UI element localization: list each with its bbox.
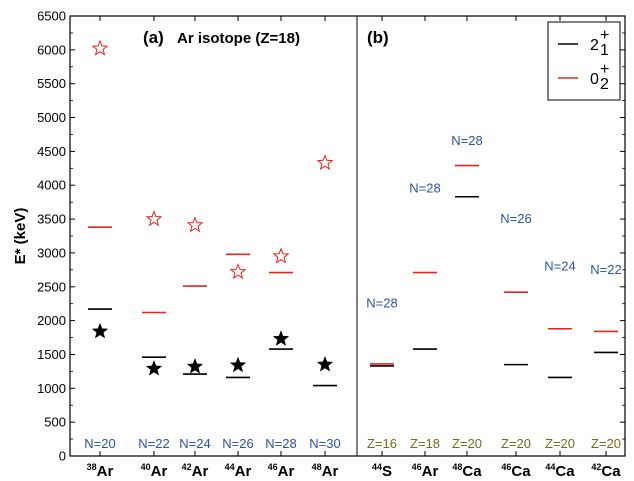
isotope-element: Ar [278, 463, 295, 480]
isotope-element: Ar [322, 463, 339, 480]
legend-label-base: 0 [590, 71, 599, 88]
bottom-label: N=20 [84, 436, 115, 451]
top-label: N=28 [366, 296, 397, 311]
filled-star-marker [229, 356, 247, 373]
x-category-label: 48Ca [452, 462, 482, 480]
bottom-label: Z=20 [591, 436, 621, 451]
bottom-label: Z=18 [410, 436, 440, 451]
legend-label-sub: 1 [600, 42, 609, 59]
isotope-mass-number: 48 [452, 462, 462, 472]
bottom-label: Z=20 [545, 436, 575, 451]
open-star-marker [272, 247, 290, 264]
isotope-mass-number: 46 [268, 462, 278, 472]
y-tick-label: 2500 [37, 279, 66, 294]
legend-label-sup: + [600, 61, 609, 78]
y-tick-label: 0 [59, 449, 66, 464]
plot-frame-group [69, 15, 626, 457]
open-star-marker [91, 39, 109, 56]
isotope-element: Ca [555, 463, 575, 480]
annotations: N=20 N=22 N=24 N=26 N=28 N=30 Z=16 N=28 Z=18 N=28… [84, 28, 621, 451]
x-category-label: 42Ca [591, 462, 621, 480]
x-category-label: 44S [372, 462, 392, 480]
x-category-label: 44Ar [225, 462, 252, 480]
y-tick-label: 2000 [37, 313, 66, 328]
bottom-label: N=30 [309, 436, 340, 451]
isotope-mass-number: 46 [501, 462, 511, 472]
legend: 2+10+2 [547, 21, 621, 101]
y-tick-label: 5500 [37, 76, 66, 91]
filled-star-marker [186, 357, 204, 374]
isotope-element: Ca [511, 463, 531, 480]
isotope-element: Ca [462, 463, 482, 480]
legend-label-sup: + [600, 27, 609, 44]
panel-a-label: (a) [143, 28, 164, 47]
open-star-marker [145, 210, 163, 227]
filled-star-marker [91, 322, 109, 339]
filled-star-marker [316, 355, 334, 372]
open-star-marker [316, 153, 334, 171]
x-category-label: 44Ca [545, 462, 575, 480]
y-tick-label: 6000 [37, 42, 66, 57]
isotope-mass-number: 48 [312, 462, 322, 472]
x-category-label: 46Ar [268, 462, 295, 480]
filled-star-marker [272, 330, 290, 346]
isotope-mass-number: 38 [87, 462, 97, 472]
isotope-element: S [382, 463, 392, 480]
x-category-label: 48Ar [312, 462, 339, 480]
isotope-element: Ar [151, 463, 168, 480]
y-tick-label: 5000 [37, 110, 66, 125]
panel-a-subtitle: Ar isotope (Z=18) [177, 30, 300, 47]
y-tick-label: 4500 [37, 144, 66, 159]
x-category-label: 46Ar [412, 462, 439, 480]
legend-label-sub: 2 [600, 76, 609, 93]
isotope-mass-number: 46 [412, 462, 422, 472]
isotope-element: Ca [601, 463, 621, 480]
filled-star-marker [145, 359, 163, 376]
bottom-label: N=24 [179, 436, 210, 451]
top-label: N=26 [500, 211, 531, 226]
isotope-mass-number: 42 [182, 462, 192, 472]
top-label: N=24 [544, 258, 575, 273]
isotope-mass-number: 42 [591, 462, 601, 472]
isotope-element: Ar [97, 463, 114, 480]
open-star-marker [229, 262, 247, 280]
x-category-label: 46Ca [501, 462, 531, 480]
bottom-label: Z=20 [501, 436, 531, 451]
plot-frame [69, 15, 626, 457]
bottom-label: N=22 [138, 436, 169, 451]
y-axis: 0 500 1000 1500 2000 2500 3000 3500 4000 4500 5000… [12, 9, 625, 464]
isotope-mass-number: 44 [545, 462, 555, 472]
y-axis-title: E* (keV) [12, 208, 29, 265]
data-marks [88, 39, 618, 387]
open-star-marker [186, 216, 204, 233]
y-tick-label: 1000 [37, 381, 66, 396]
top-label: N=28 [451, 133, 482, 148]
panel-b-label: (b) [367, 28, 389, 47]
legend-box [547, 21, 621, 101]
isotope-mass-number: 44 [225, 462, 235, 472]
y-tick-label: 4000 [37, 178, 66, 193]
x-category-label: 40Ar [141, 462, 168, 480]
isotope-mass-number: 44 [372, 462, 382, 472]
isotope-element: Ar [235, 463, 252, 480]
bottom-label: Z=16 [367, 436, 397, 451]
isotope-element: Ar [192, 463, 209, 480]
isotope-mass-number: 40 [141, 462, 151, 472]
y-tick-label: 3000 [37, 245, 66, 260]
top-label: N=22 [590, 262, 621, 277]
bottom-label: Z=20 [452, 436, 482, 451]
bottom-label: N=26 [222, 436, 253, 451]
x-axis: 38Ar 40Ar 42Ar 44Ar 46Ar 48Ar 44S 46Ar 48Ca 46Ca 4… [87, 16, 621, 480]
top-label: N=28 [409, 181, 440, 196]
y-tick-label: 500 [44, 415, 66, 430]
y-tick-label: 6500 [37, 9, 66, 24]
bottom-label: N=28 [265, 436, 296, 451]
isotope-element: Ar [422, 463, 439, 480]
y-tick-label: 3500 [37, 212, 66, 227]
y-tick-label: 1500 [37, 347, 66, 362]
x-category-label: 42Ar [182, 462, 209, 480]
legend-label-base: 2 [590, 37, 599, 54]
x-category-label: 38Ar [87, 462, 114, 480]
